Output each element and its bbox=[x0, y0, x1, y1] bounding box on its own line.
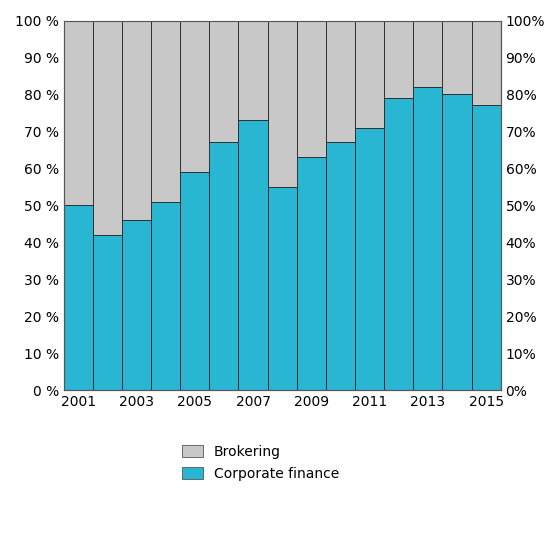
Bar bbox=[209, 142, 239, 390]
Bar bbox=[384, 98, 413, 390]
Bar bbox=[472, 105, 501, 390]
Bar bbox=[64, 21, 93, 206]
Bar bbox=[93, 21, 122, 235]
Bar bbox=[122, 21, 151, 220]
Bar bbox=[442, 95, 472, 390]
Bar bbox=[355, 128, 384, 390]
Bar bbox=[413, 21, 442, 87]
Bar bbox=[151, 202, 180, 390]
Bar bbox=[180, 21, 209, 172]
Bar bbox=[151, 21, 180, 202]
Bar bbox=[268, 187, 297, 390]
Bar bbox=[239, 120, 268, 390]
Bar bbox=[93, 235, 122, 390]
Bar bbox=[297, 157, 326, 390]
Bar bbox=[122, 220, 151, 390]
Bar bbox=[355, 21, 384, 128]
Legend: Brokering, Corporate finance: Brokering, Corporate finance bbox=[175, 437, 346, 488]
Bar bbox=[326, 142, 355, 390]
Bar bbox=[268, 21, 297, 187]
Bar bbox=[209, 21, 239, 142]
Bar bbox=[180, 172, 209, 390]
Bar bbox=[472, 21, 501, 105]
Bar bbox=[384, 21, 413, 98]
Bar bbox=[64, 206, 93, 390]
Bar bbox=[413, 87, 442, 390]
Bar bbox=[442, 21, 472, 95]
Bar bbox=[297, 21, 326, 157]
Bar bbox=[239, 21, 268, 120]
Bar bbox=[326, 21, 355, 142]
